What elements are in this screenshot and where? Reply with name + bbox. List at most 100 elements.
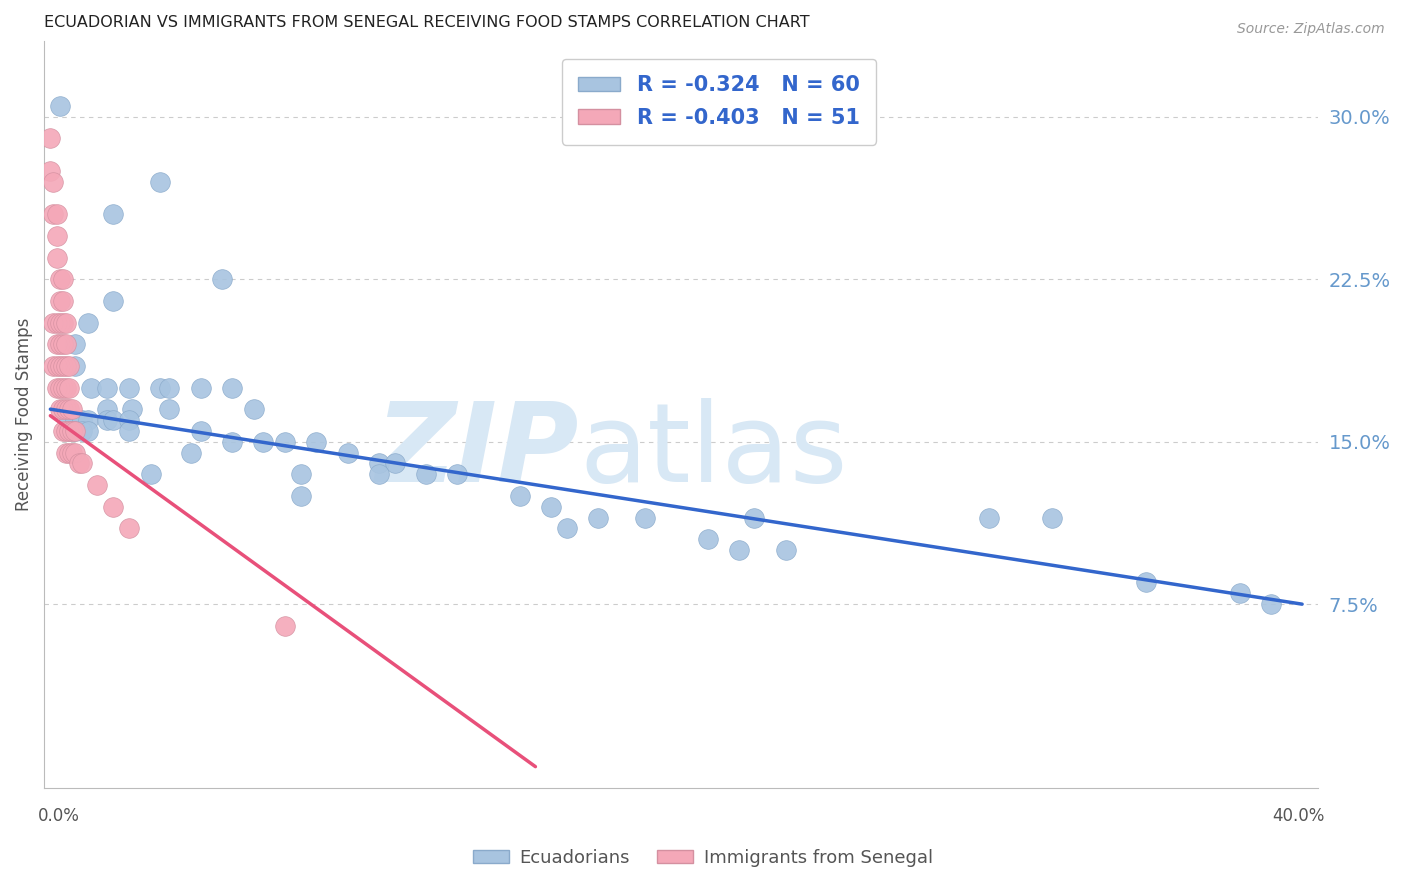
Point: [190, 380, 212, 394]
Point: [336, 445, 359, 459]
Point: [415, 467, 437, 482]
Point: [139, 467, 162, 482]
Point: [96, 413, 118, 427]
Point: [45, 359, 67, 373]
Point: [70, 424, 93, 438]
Point: [117, 380, 139, 394]
Point: [221, 380, 243, 394]
Point: [52, 402, 75, 417]
Point: [49, 402, 72, 417]
Point: [290, 489, 312, 503]
Point: [1135, 575, 1157, 590]
Point: [58, 413, 80, 427]
Point: [52, 424, 75, 438]
Point: [45, 380, 67, 394]
Point: [180, 445, 202, 459]
Point: [60, 445, 83, 459]
Point: [190, 424, 212, 438]
Point: [49, 316, 72, 330]
Point: [96, 402, 118, 417]
Point: [58, 424, 80, 438]
Point: [509, 489, 531, 503]
Point: [65, 337, 87, 351]
Point: [157, 380, 180, 394]
Point: [65, 413, 87, 427]
Point: [290, 467, 312, 482]
Point: [221, 434, 243, 449]
Text: 0.0%: 0.0%: [38, 807, 80, 825]
Point: [65, 424, 87, 438]
Point: [45, 207, 67, 221]
Point: [727, 543, 749, 558]
Point: [70, 456, 93, 470]
Point: [252, 434, 274, 449]
Point: [67, 456, 90, 470]
Point: [274, 619, 297, 633]
Point: [80, 380, 103, 394]
Point: [121, 402, 143, 417]
Point: [52, 359, 75, 373]
Point: [42, 175, 65, 189]
Point: [384, 456, 406, 470]
Point: [775, 543, 797, 558]
Legend: R = -0.324   N = 60, R = -0.403   N = 51: R = -0.324 N = 60, R = -0.403 N = 51: [562, 59, 876, 145]
Point: [42, 207, 65, 221]
Point: [52, 380, 75, 394]
Text: ECUADORIAN VS IMMIGRANTS FROM SENEGAL RECEIVING FOOD STAMPS CORRELATION CHART: ECUADORIAN VS IMMIGRANTS FROM SENEGAL RE…: [44, 15, 810, 30]
Point: [149, 175, 172, 189]
Point: [58, 359, 80, 373]
Point: [39, 131, 62, 145]
Point: [45, 228, 67, 243]
Point: [1260, 597, 1282, 611]
Point: [157, 402, 180, 417]
Point: [49, 272, 72, 286]
Point: [65, 424, 87, 438]
Point: [86, 478, 108, 492]
Point: [58, 424, 80, 438]
Point: [211, 272, 233, 286]
Point: [58, 380, 80, 394]
Point: [55, 402, 77, 417]
Point: [70, 413, 93, 427]
Point: [55, 337, 77, 351]
Point: [55, 380, 77, 394]
Point: [52, 272, 75, 286]
Point: [1229, 586, 1251, 600]
Point: [55, 424, 77, 438]
Text: atlas: atlas: [579, 399, 848, 506]
Point: [42, 359, 65, 373]
Point: [744, 510, 766, 524]
Point: [979, 510, 1001, 524]
Legend: Ecuadorians, Immigrants from Senegal: Ecuadorians, Immigrants from Senegal: [465, 842, 941, 874]
Point: [49, 99, 72, 113]
Text: 40.0%: 40.0%: [1272, 807, 1324, 825]
Point: [149, 380, 172, 394]
Point: [305, 434, 328, 449]
Point: [586, 510, 609, 524]
Point: [65, 445, 87, 459]
Point: [60, 402, 83, 417]
Point: [52, 316, 75, 330]
Point: [368, 467, 391, 482]
Point: [696, 532, 718, 546]
Text: ZIP: ZIP: [375, 399, 579, 506]
Point: [52, 293, 75, 308]
Point: [634, 510, 657, 524]
Point: [117, 424, 139, 438]
Point: [117, 413, 139, 427]
Point: [555, 521, 578, 535]
Point: [77, 424, 100, 438]
Point: [117, 521, 139, 535]
Point: [39, 164, 62, 178]
Text: Source: ZipAtlas.com: Source: ZipAtlas.com: [1237, 22, 1385, 37]
Point: [101, 500, 124, 514]
Point: [368, 456, 391, 470]
Point: [540, 500, 562, 514]
Point: [55, 445, 77, 459]
Point: [101, 207, 124, 221]
Point: [49, 337, 72, 351]
Point: [60, 424, 83, 438]
Point: [274, 434, 297, 449]
Point: [55, 359, 77, 373]
Point: [55, 316, 77, 330]
